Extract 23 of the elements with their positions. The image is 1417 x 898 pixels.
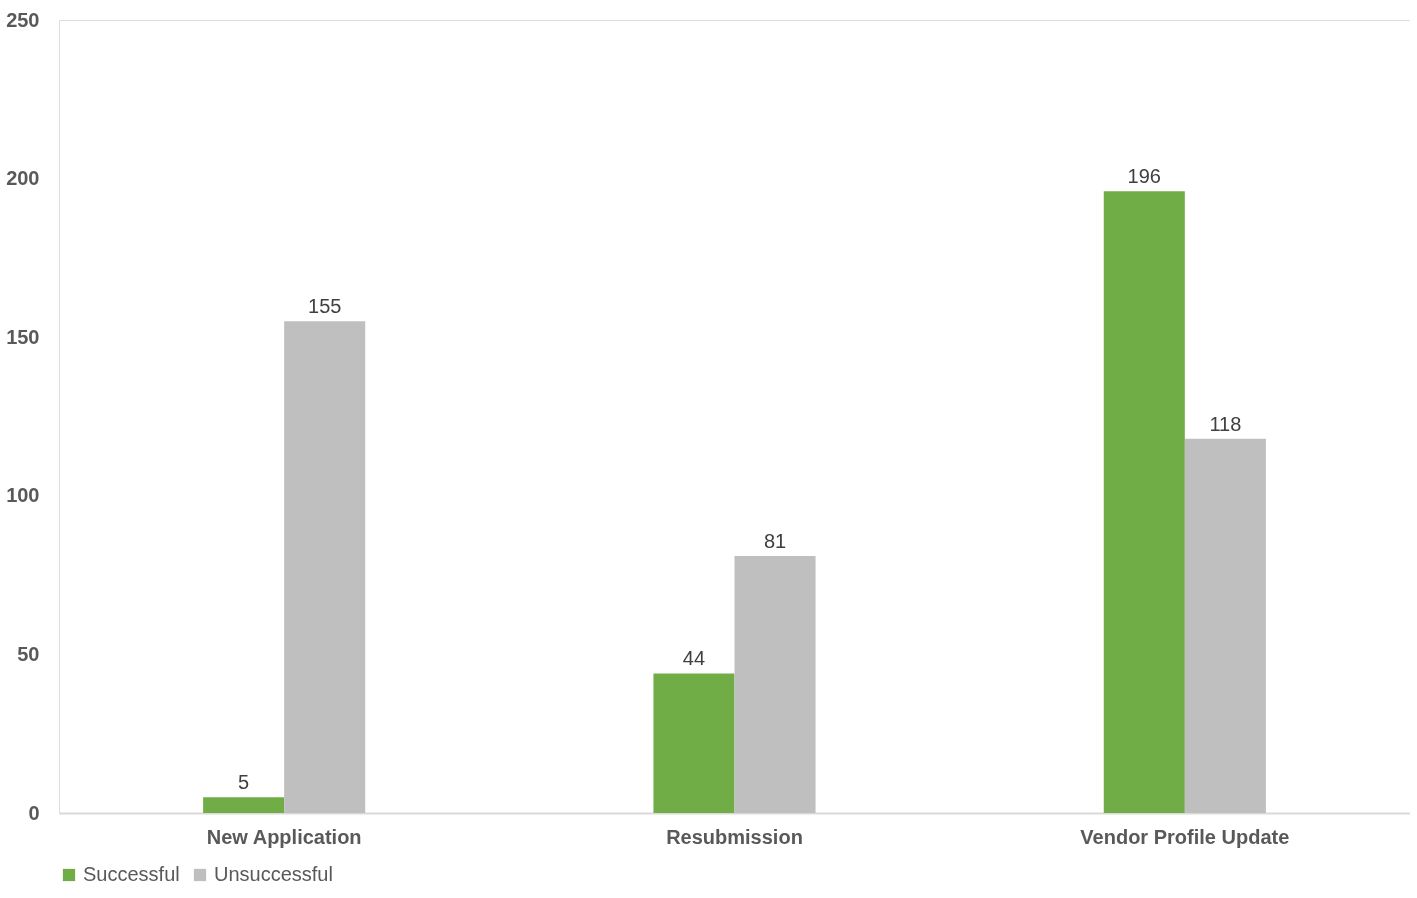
y-tick-label: 100 [6,484,40,507]
y-tick-label: 200 [6,167,40,190]
bar [203,797,285,813]
data-label: 44 [682,647,706,670]
bar [284,321,366,813]
data-label: 155 [308,295,342,318]
legend-label: Successful [83,863,180,885]
x-tick-label: Vendor Profile Update [1080,825,1290,848]
data-label: 118 [1209,412,1242,435]
data-label: 5 [238,771,250,794]
x-tick-label: Resubmission [666,825,803,848]
legend-label: Unsuccessful [214,863,333,885]
y-tick-label: 0 [28,801,40,824]
bar [1103,191,1185,813]
x-tick-label: New Application [206,825,362,848]
data-label: 81 [763,530,787,553]
bar [734,556,816,813]
bar [1184,438,1266,813]
y-tick-label: 150 [6,325,40,348]
y-tick-label: 50 [17,642,40,665]
data-label: 196 [1127,165,1161,188]
y-tick-label: 250 [6,8,40,31]
bar [653,673,735,813]
